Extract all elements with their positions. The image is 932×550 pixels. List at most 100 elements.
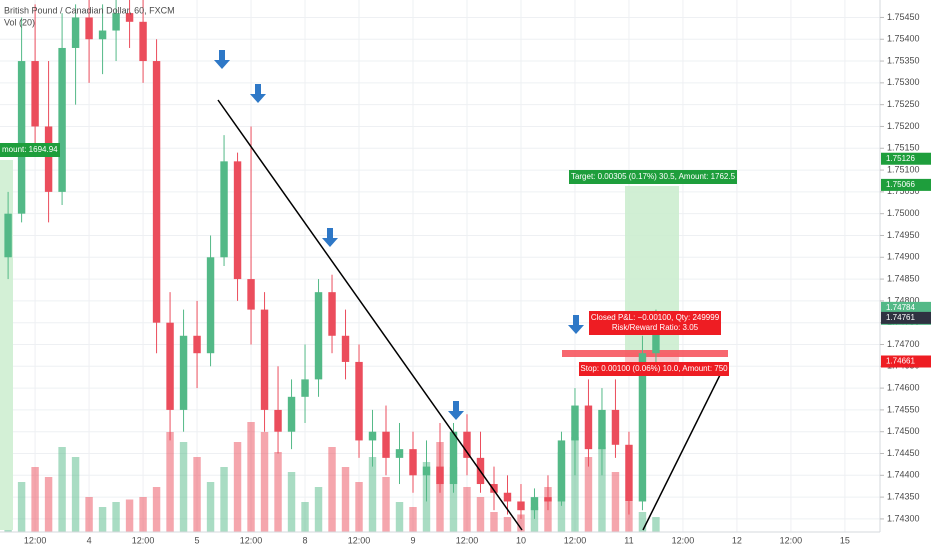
candle-body: [125, 13, 134, 22]
x-tick-label: 5: [195, 535, 200, 545]
pnl-label: Closed P&L: −0.00100, Qty: 249999: [591, 313, 720, 322]
candle-body: [166, 322, 174, 410]
volume-bar: [71, 457, 80, 532]
x-tick-label: 11: [624, 535, 633, 545]
y-tick-label: 1.75100: [887, 164, 920, 174]
grid: [0, 0, 880, 532]
arrow: [322, 228, 338, 247]
candle-body: [584, 405, 593, 450]
volume-bar: [166, 432, 174, 532]
candles: [4, 0, 660, 519]
price-tag: 1.74761: [886, 313, 915, 322]
candle-body: [301, 379, 309, 397]
candle-body: [449, 431, 458, 485]
volume-bar: [287, 472, 296, 532]
candle-body: [260, 309, 269, 410]
candle-body: [287, 396, 296, 432]
y-tick-label: 1.74300: [887, 513, 920, 523]
price-tag: 1.74661: [886, 357, 915, 366]
candle-body: [341, 335, 350, 362]
volume-bar: [44, 477, 53, 532]
price-tag: 1.75126: [886, 154, 915, 163]
x-tick-label: 9: [410, 535, 415, 545]
trend-line: [642, 374, 721, 531]
candle-body: [530, 497, 539, 511]
volume-bar: [260, 432, 269, 532]
candle-body: [206, 257, 215, 354]
volume-bar: [463, 487, 471, 532]
volume-bar: [584, 457, 593, 532]
volume-bar: [341, 467, 350, 532]
volume-bar: [598, 447, 606, 532]
candle-body: [382, 431, 390, 458]
candle-body: [638, 353, 647, 502]
candle-body: [503, 492, 512, 502]
y-tick-label: 1.75250: [887, 99, 920, 109]
y-tick-label: 1.74700: [887, 339, 920, 349]
y-tick-label: 1.74600: [887, 382, 920, 392]
volume-bar: [220, 467, 228, 532]
y-tick-label: 1.75300: [887, 77, 920, 87]
x-tick-label: 12:00: [672, 535, 695, 545]
volume-bar: [328, 447, 336, 532]
y-tick-label: 1.75000: [887, 208, 920, 218]
target-label: Target: 0.00305 (0.17%) 30.5, Amount: 17…: [571, 172, 736, 181]
y-tick-label: 1.75050: [887, 186, 920, 196]
volume-bar: [31, 467, 39, 532]
price-tag: 1.75066: [886, 180, 915, 189]
candle-body: [31, 61, 39, 127]
volume-bar: [179, 442, 188, 532]
candle-body: [220, 161, 228, 258]
volume-bar: [233, 442, 242, 532]
price-tag: 1.74784: [886, 303, 915, 312]
candle-body: [17, 61, 26, 214]
y-tick-label: 1.74850: [887, 273, 920, 283]
volume-bar: [476, 497, 485, 532]
volume-bar: [503, 517, 512, 532]
y-tick-label: 1.75450: [887, 12, 920, 22]
candle-body: [463, 431, 471, 458]
volume-bar: [58, 447, 66, 532]
axes: 1.74300 1.74350 1.74400 1.74450 1.74500 1.745…: [24, 12, 931, 545]
pnl-label-bg: [589, 311, 721, 335]
volume-bar: [112, 502, 120, 532]
trend-line: [217, 99, 523, 531]
candle-body: [71, 17, 80, 48]
candle-body: [652, 318, 660, 354]
arrow: [448, 401, 464, 420]
candle-body: [85, 17, 93, 40]
candle-body: [544, 497, 552, 502]
candle-body: [571, 405, 579, 441]
x-tick-label: 8: [303, 535, 308, 545]
y-tick-label: 1.74900: [887, 252, 920, 262]
volume-bar: [382, 477, 390, 532]
volume-bar: [571, 437, 579, 532]
candle-body: [395, 449, 404, 458]
arrow: [568, 315, 584, 334]
y-tick-label: 1.74350: [887, 491, 920, 501]
candle-body: [422, 466, 431, 476]
price-tag-bg: [881, 311, 931, 324]
candle-body: [4, 213, 12, 258]
volume-bar: [247, 422, 255, 532]
candle-body: [328, 292, 336, 336]
candle-body: [58, 47, 66, 192]
y-tick-label: 1.74500: [887, 426, 920, 436]
y-tick-label: 1.74450: [887, 448, 920, 458]
arrows: [214, 50, 584, 420]
stop-label-bg: [579, 362, 729, 376]
y-tick-label: 1.74800: [887, 295, 920, 305]
x-tick-label: 12:00: [24, 535, 47, 545]
x-tick-label: 15: [840, 535, 850, 545]
candle-body: [557, 440, 566, 502]
x-tick-label: 12:00: [456, 535, 479, 545]
target-label-bg: [569, 170, 737, 184]
price-tag-bg: [881, 152, 931, 165]
chart-subtitle: Vol (20): [4, 17, 35, 27]
risk-reward-label: Risk/Reward Ratio: 3.05: [612, 323, 699, 332]
volume-bar: [206, 482, 215, 532]
y-tick-label: 1.74400: [887, 470, 920, 480]
candle-body: [409, 449, 417, 476]
volume-bar: [490, 512, 498, 532]
